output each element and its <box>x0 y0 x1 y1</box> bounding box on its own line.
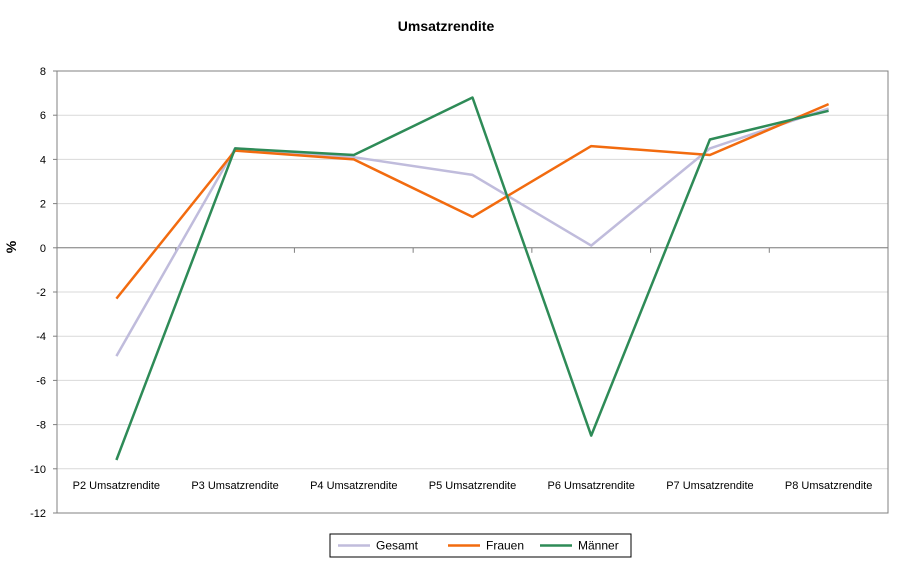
x-tick-label: P2 Umsatzrendite <box>73 480 160 492</box>
legend-box <box>329 533 632 558</box>
y-axis-label: % <box>3 240 19 253</box>
legend-label: Gesamt <box>376 539 419 553</box>
legend-label: Frauen <box>486 539 524 553</box>
y-tick-label: -10 <box>30 464 46 476</box>
x-tick-labels: P2 Umsatzrendite P3 Umsatzrendite P4 Umsat… <box>73 480 873 492</box>
y-tick-label: 0 <box>40 243 46 255</box>
x-tick-label: P7 Umsatzrendite <box>666 480 753 492</box>
legend-label: Männer <box>578 539 619 553</box>
y-tick-label: 6 <box>40 110 46 122</box>
x-tick-label: P6 Umsatzrendite <box>547 480 634 492</box>
y-tick-label: -2 <box>36 287 46 299</box>
x-tick-label: P3 Umsatzrendite <box>191 480 278 492</box>
y-tick-label: 8 <box>40 66 46 78</box>
chart-title: Umsatzrendite <box>398 18 495 34</box>
series-lines <box>115 96 830 461</box>
series-line-gesamt <box>115 107 829 357</box>
series-line-männer <box>115 96 829 461</box>
axes <box>53 70 889 514</box>
series-line-frauen <box>115 102 830 300</box>
y-tick-label: -8 <box>36 420 46 432</box>
y-tick-label: 4 <box>40 154 46 166</box>
x-tick-label: P4 Umsatzrendite <box>310 480 397 492</box>
x-tick-label: P8 Umsatzrendite <box>785 480 872 492</box>
y-tick-label: 2 <box>40 199 46 211</box>
y-tick-label: -12 <box>30 508 46 520</box>
legend: Gesamt Frauen Männer <box>329 533 632 558</box>
y-tick-labels: -12 -10 -8 -6 -4 -2 0 2 4 6 8 <box>30 66 46 520</box>
plot-border <box>56 70 889 514</box>
y-tick-label: -4 <box>36 331 46 343</box>
y-tick-label: -6 <box>36 375 46 387</box>
x-tick-label: P5 Umsatzrendite <box>429 480 516 492</box>
